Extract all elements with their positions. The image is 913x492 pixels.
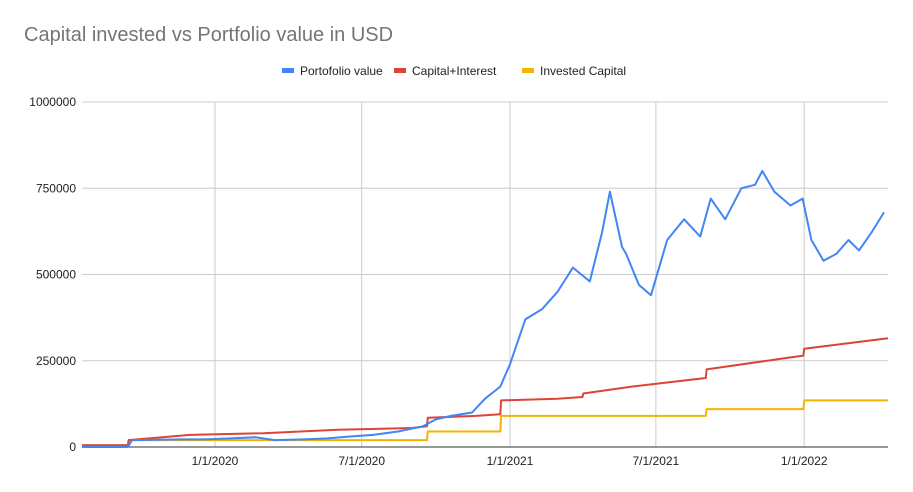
x-axis-labels: 1/1/2020 7/1/2020 1/1/2021 7/1/2021 1/1/2022 <box>192 454 828 468</box>
y-tick-label: 750000 <box>36 181 76 195</box>
x-tick-label: 1/1/2022 <box>781 454 828 468</box>
legend-swatch-capital-interest <box>394 68 406 73</box>
legend-label-portofolio-value: Portofolio value <box>300 64 383 78</box>
legend-label-capital-interest: Capital+Interest <box>412 64 497 78</box>
chart-title: Capital invested vs Portfolio value in U… <box>24 24 394 46</box>
series-lines <box>82 170 889 448</box>
series-line-portofolio-value <box>82 170 885 448</box>
legend-swatch-invested-capital <box>522 68 534 73</box>
y-tick-label: 500000 <box>36 268 76 282</box>
x-tick-label: 1/1/2021 <box>487 454 534 468</box>
grid <box>82 101 888 448</box>
series-line-capital-interest <box>82 337 889 447</box>
x-tick-label: 1/1/2020 <box>192 454 239 468</box>
y-tick-label: 1000000 <box>29 95 76 109</box>
y-tick-label: 0 <box>69 440 76 454</box>
y-tick-label: 250000 <box>36 354 76 368</box>
legend: Portofolio value Capital+Interest Invested… <box>282 64 626 78</box>
x-tick-label: 7/1/2021 <box>633 454 680 468</box>
x-tick-label: 7/1/2020 <box>338 454 385 468</box>
legend-swatch-portofolio-value <box>282 68 294 73</box>
legend-label-invested-capital: Invested Capital <box>540 64 626 78</box>
y-axis-labels: 0 250000 500000 750000 1000000 <box>29 95 76 454</box>
